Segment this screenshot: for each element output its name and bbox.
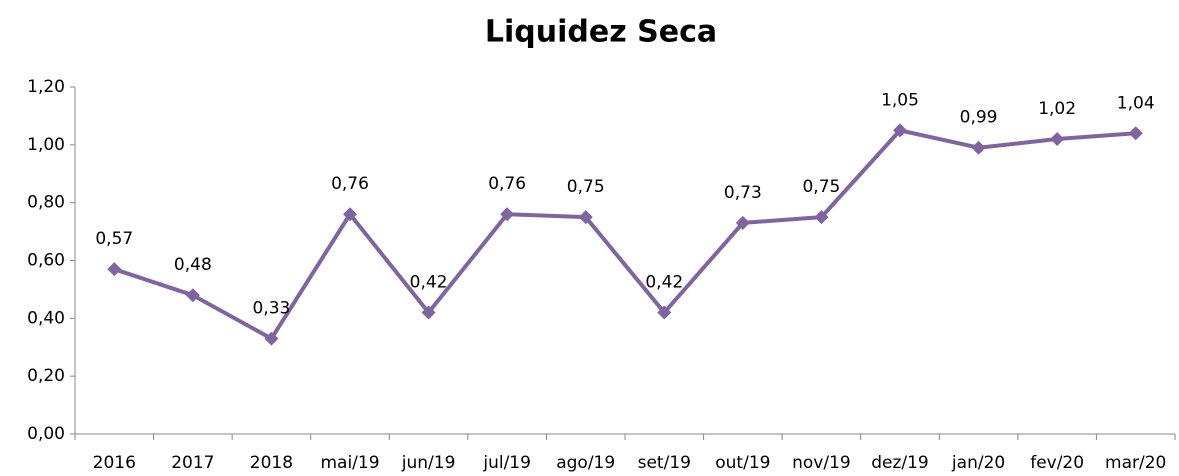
line xyxy=(113,128,1136,341)
x-tick-label: out/19 xyxy=(715,453,770,473)
x-tick-label: ago/19 xyxy=(556,453,615,473)
marker xyxy=(735,215,750,230)
data-label: 0,75 xyxy=(802,177,840,197)
marker xyxy=(814,210,829,225)
y-tick-label: 0,80 xyxy=(27,193,65,213)
chart-title: Liquidez Seca xyxy=(485,15,717,50)
y-tick-label: 0,00 xyxy=(27,424,65,444)
data-label: 0,48 xyxy=(174,255,212,275)
marker xyxy=(343,207,357,222)
x-tick-label: jun/19 xyxy=(401,453,456,473)
x-tick-label: fev/20 xyxy=(1030,453,1084,473)
data-label: 0,42 xyxy=(410,273,448,293)
data-label: 0,99 xyxy=(960,108,998,128)
data-label: 0,76 xyxy=(488,174,526,194)
data-label: 1,04 xyxy=(1117,93,1155,113)
x-tick-label: mai/19 xyxy=(320,453,379,473)
data-label: 0,33 xyxy=(252,299,290,319)
data-label: 0,73 xyxy=(724,183,762,203)
marker xyxy=(1050,132,1065,147)
marker xyxy=(500,207,515,222)
data-label: 1,05 xyxy=(881,90,919,110)
y-tick-label: 1,00 xyxy=(27,135,65,155)
marker xyxy=(264,331,279,346)
x-tick-label: mar/20 xyxy=(1105,453,1166,473)
y-tick-label: 1,20 xyxy=(27,77,65,97)
data-label: 0,75 xyxy=(567,177,605,197)
data-label: 0,76 xyxy=(331,174,369,194)
x-tick-label: set/19 xyxy=(638,453,691,473)
x-tick-label: 2016 xyxy=(93,453,136,473)
data-label: 1,02 xyxy=(1038,99,1076,119)
x-tick-label: jan/20 xyxy=(951,453,1005,473)
data-label: 0,57 xyxy=(95,229,133,249)
x-tick-label: dez/19 xyxy=(871,453,929,473)
marker xyxy=(657,305,672,320)
x-tick-label: 2017 xyxy=(171,453,214,473)
marker xyxy=(893,123,907,138)
data-label: 0,42 xyxy=(645,273,683,293)
marker xyxy=(107,262,122,277)
marker xyxy=(421,305,436,320)
x-tick-label: 2018 xyxy=(250,453,293,473)
x-tick-label: jul/19 xyxy=(482,453,531,473)
marker xyxy=(578,210,593,225)
marker xyxy=(971,140,986,155)
marker xyxy=(1128,126,1143,141)
y-tick-label: 0,60 xyxy=(27,251,65,271)
y-tick-label: 0,40 xyxy=(27,308,65,328)
marker xyxy=(185,288,200,303)
x-tick-label: nov/19 xyxy=(792,453,851,473)
y-tick-label: 0,20 xyxy=(27,366,65,386)
